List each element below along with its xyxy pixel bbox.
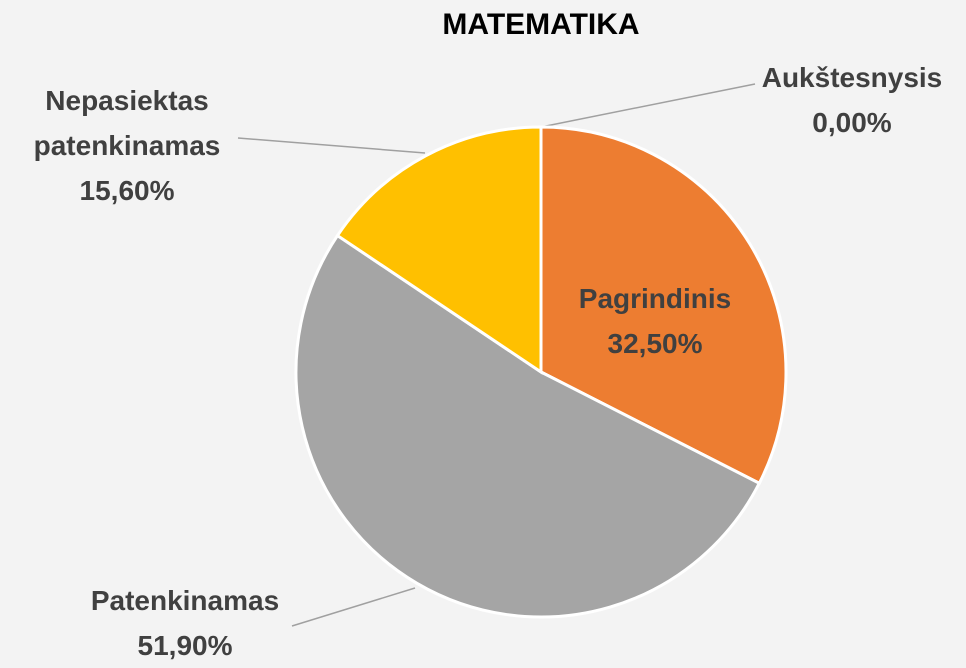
pie-slice <box>294 233 762 619</box>
value-label: 32,50% <box>607 328 703 359</box>
category-label: Aukštesnysis <box>761 62 943 93</box>
category-label: Nepasiektas patenkinamas <box>33 85 221 161</box>
leader-line <box>237 137 426 154</box>
data-label: Nepasiektas patenkinamas 15,60% <box>0 78 257 213</box>
category-label: Pagrindinis <box>578 283 732 314</box>
data-label: Patenkinamas 51,90% <box>55 578 315 668</box>
leader-line <box>291 587 416 627</box>
chart-title: MATEMATIKA <box>442 8 640 41</box>
data-label: Pagrindinis 32,50% <box>525 276 785 366</box>
data-label: Aukštesnysis 0,00% <box>722 55 966 145</box>
value-label: 0,00% <box>812 107 892 138</box>
pie-slice <box>335 125 543 375</box>
leader-line <box>540 83 756 128</box>
value-label: 15,60% <box>79 175 175 206</box>
pie-slice <box>539 125 788 486</box>
category-label: Patenkinamas <box>90 585 280 616</box>
value-label: 51,90% <box>137 630 233 661</box>
